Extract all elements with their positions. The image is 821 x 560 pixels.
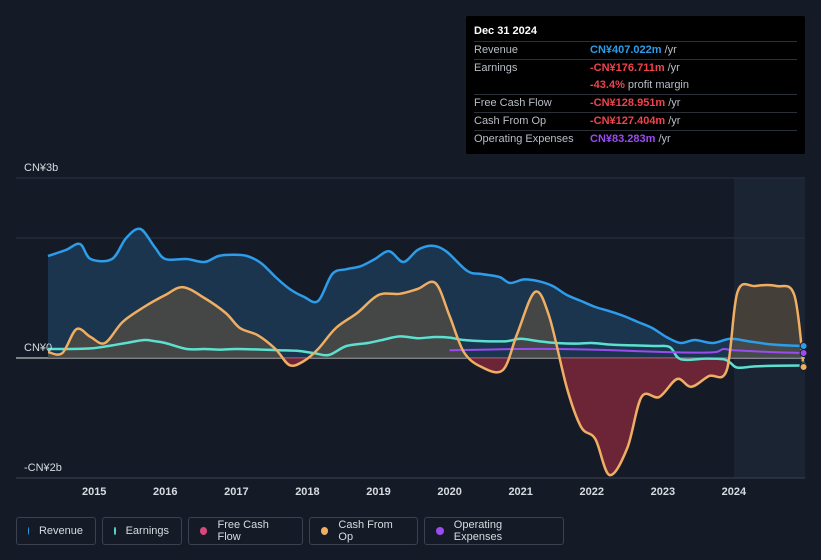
opex-end-marker	[799, 349, 808, 358]
tooltip-rows: Revenue CN¥407.022m/yr Earnings -CN¥176.711…	[474, 41, 797, 148]
tooltip-row-value: CN¥407.022m	[590, 44, 662, 56]
opex-line	[449, 347, 804, 354]
tooltip: Dec 31 2024 Revenue CN¥407.022m/yr Earning…	[466, 16, 805, 154]
tooltip-row-label: Revenue	[474, 44, 519, 56]
revenue-end-marker	[799, 342, 808, 350]
tooltip-date: Dec 31 2024	[474, 25, 537, 37]
legend-label: Cash From Op	[338, 519, 393, 543]
tooltip-row: Operating Expenses CN¥83.283m/yr	[474, 130, 797, 148]
tooltip-row: Revenue CN¥407.022m/yr	[474, 41, 797, 59]
legend-dot-icon	[200, 527, 208, 535]
x-tick-label: 2016	[153, 486, 177, 498]
fcf-negative-area	[48, 358, 804, 476]
end-markers	[799, 342, 808, 371]
earnings-line	[47, 335, 804, 369]
tooltip-row-label	[474, 77, 590, 94]
y-tick-label: CN¥0	[24, 342, 52, 354]
cfo-end-marker	[799, 363, 808, 371]
tooltip-row-label: Earnings	[474, 62, 518, 74]
tooltip-row-unit: /yr	[664, 44, 677, 56]
legend-label: Free Cash Flow	[217, 519, 269, 543]
tooltip-row-unit: /yr	[658, 133, 671, 145]
legend-item-revenue[interactable]: Revenue	[16, 517, 96, 545]
series-layer	[47, 227, 805, 477]
tooltip-row-unit: /yr	[668, 115, 681, 127]
legend-label: Operating Expenses	[453, 519, 503, 543]
tooltip-row-value: -43.4%	[590, 79, 625, 91]
legend-dot-icon	[28, 527, 29, 535]
x-tick-label: 2017	[224, 486, 248, 498]
x-tick-label: 2022	[580, 486, 604, 498]
legend-dot-icon	[321, 527, 329, 535]
chart: CN¥3b CN¥0 -CN¥2b 2015 2016 2017 2018 2019 2020…	[16, 162, 808, 498]
y-tick-label: -CN¥2b	[24, 462, 62, 474]
legend-item-operating-expenses[interactable]: Operating Expenses	[424, 517, 564, 545]
legend-dot-icon	[436, 527, 444, 535]
x-tick-label: 2021	[508, 486, 532, 498]
x-tick-label: 2024	[722, 486, 747, 498]
x-tick-label: 2019	[366, 486, 390, 498]
tooltip-row-label: Free Cash Flow	[474, 97, 552, 109]
tooltip-row-label: Cash From Op	[474, 115, 547, 127]
tooltip-row-unit: /yr	[667, 62, 680, 74]
y-tick-label: CN¥3b	[24, 162, 58, 174]
legend-item-earnings[interactable]: Earnings	[102, 517, 182, 545]
cfo-line	[47, 280, 805, 477]
tooltip-row-label: Operating Expenses	[474, 133, 574, 145]
tooltip-row-value: -CN¥128.951m	[590, 97, 666, 109]
x-axis: 2015 2016 2017 2018 2019 2020 2021 2022 2023 2024	[82, 486, 747, 498]
cfo-positive-area	[48, 281, 804, 358]
tooltip-row-value: -CN¥127.404m	[590, 115, 666, 127]
tooltip-row: Cash From Op -CN¥127.404m/yr	[474, 112, 797, 130]
legend-label: Revenue	[38, 525, 83, 537]
tooltip-row: Free Cash Flow -CN¥128.951m/yr	[474, 94, 797, 112]
tooltip-row: -43.4% profit margin	[474, 77, 797, 94]
x-tick-label: 2023	[651, 486, 675, 498]
legend-item-free-cash-flow[interactable]: Free Cash Flow	[188, 517, 303, 545]
x-tick-label: 2020	[437, 486, 461, 498]
y-axis: CN¥3b CN¥0 -CN¥2b	[24, 162, 62, 474]
revenue-line	[47, 227, 804, 348]
tooltip-row-unit: profit margin	[627, 79, 689, 91]
tooltip-row-value: CN¥83.283m	[590, 133, 656, 145]
x-tick-label: 2015	[82, 486, 106, 498]
x-tick-label: 2018	[295, 486, 319, 498]
tooltip-row-value: -CN¥176.711m	[590, 62, 665, 74]
legend-item-cash-from-op[interactable]: Cash From Op	[309, 517, 418, 545]
legend-label: Earnings	[125, 525, 169, 537]
tooltip-row: Earnings -CN¥176.711m/yr	[474, 59, 797, 77]
tooltip-row-unit: /yr	[668, 97, 681, 109]
legend-dot-icon	[114, 527, 116, 535]
